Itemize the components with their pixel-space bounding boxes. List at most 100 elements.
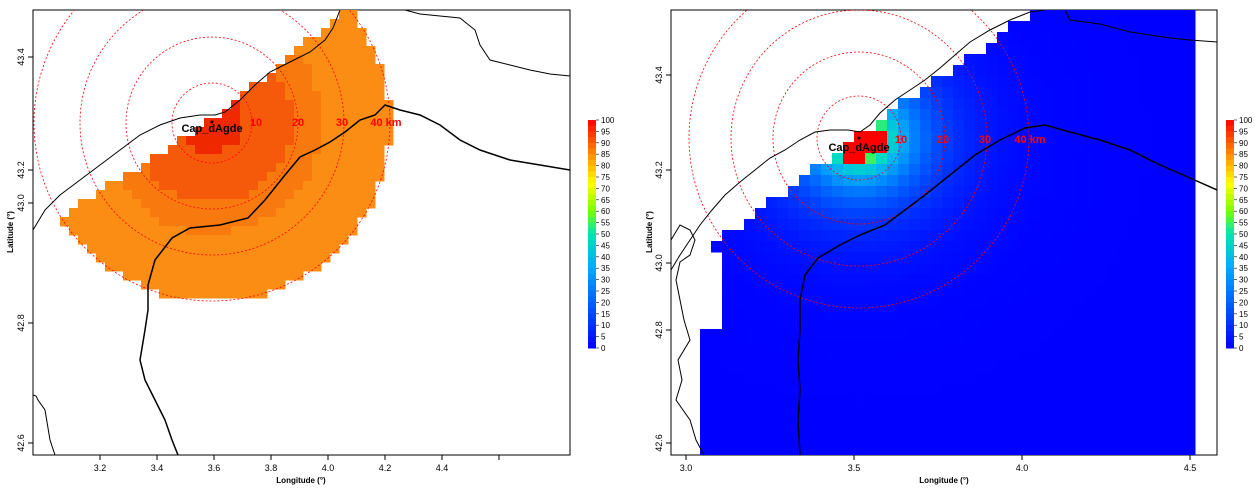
grid-cell [964,318,976,330]
grid-cell [1184,219,1196,231]
grid-cell [986,329,998,341]
grid-cell [821,307,833,319]
grid-cell [711,384,723,396]
grid-cell [832,439,844,451]
grid-cell [186,190,196,200]
grid-cell [1063,164,1075,176]
grid-cell [821,373,833,385]
grid-cell [1118,406,1130,418]
grid-cell [766,417,778,429]
grid-cell [150,262,160,272]
grid-cell [375,118,385,128]
legend-swatch [588,171,596,178]
grid-cell [204,127,214,137]
grid-cell [986,318,998,330]
grid-cell [865,384,877,396]
grid-cell [975,263,987,275]
grid-cell [1052,98,1064,110]
grid-cell [986,54,998,66]
grid-cell [788,285,800,297]
grid-cell [1184,318,1196,330]
grid-cell [777,406,789,418]
grid-cell [132,190,142,200]
grid-cell [195,172,205,182]
grid-cell [755,417,767,429]
grid-cell [1129,76,1141,88]
grid-cell [375,100,385,110]
grid-cell [240,226,250,236]
legend-swatch [1226,159,1234,167]
grid-cell [195,271,205,281]
grid-cell [132,235,142,245]
grid-cell [132,262,142,272]
grid-cell [366,46,376,56]
left-site-label: Cap_dAgde [181,123,242,135]
right-coastline-lagoons [671,224,705,455]
grid-cell [1074,362,1086,374]
grid-cell [1063,406,1075,418]
grid-cell [321,55,331,65]
grid-cell [1052,164,1064,176]
grid-cell [1096,428,1108,440]
legend-swatch [1226,285,1234,292]
grid-cell [1019,153,1031,165]
grid-cell [1041,76,1053,88]
grid-cell [357,199,367,209]
grid-cell [1173,164,1185,176]
grid-cell [339,226,349,236]
grid-cell [887,329,899,341]
grid-cell [159,262,169,272]
grid-cell [1074,197,1086,209]
grid-cell [321,253,331,263]
grid-cell [321,145,331,155]
legend-swatch [1226,120,1234,127]
grid-cell [1019,439,1031,451]
grid-cell [384,118,394,128]
grid-cell [1019,142,1031,154]
grid-cell [1184,197,1196,209]
grid-cell [788,296,800,308]
grid-cell [975,164,987,176]
grid-cell [114,226,124,236]
grid-cell [1008,219,1020,231]
grid-cell [744,340,756,352]
grid-cell [953,439,965,451]
grid-cell [986,98,998,110]
grid-cell [330,127,340,137]
grid-cell [865,351,877,363]
grid-cell [865,263,877,275]
grid-cell [276,136,286,146]
legend-tick-label: 25 [601,287,610,296]
grid-cell [366,64,376,74]
grid-cell [898,362,910,374]
grid-cell [854,351,866,363]
grid-cell [1008,395,1020,407]
grid-cell [1052,21,1064,33]
grid-cell [213,226,223,236]
grid-cell [321,136,331,146]
grid-cell [810,362,822,374]
grid-cell [1052,32,1064,44]
grid-cell [231,181,241,191]
grid-cell [1140,87,1152,99]
grid-cell [766,230,778,242]
grid-cell [1107,164,1119,176]
grid-cell [887,120,899,132]
grid-cell [339,190,349,200]
grid-cell [975,373,987,385]
grid-cell [1096,98,1108,110]
grid-cell [832,175,844,187]
grid-cell [231,118,241,128]
grid-cell [1118,109,1130,121]
grid-cell [887,384,899,396]
grid-cell [711,439,723,451]
grid-cell [909,208,921,220]
grid-cell [975,65,987,77]
grid-cell [330,73,340,83]
grid-cell [1063,395,1075,407]
grid-cell [854,153,866,165]
grid-cell [997,120,1009,132]
grid-cell [986,307,998,319]
grid-cell [1008,230,1020,242]
grid-cell [744,428,756,440]
